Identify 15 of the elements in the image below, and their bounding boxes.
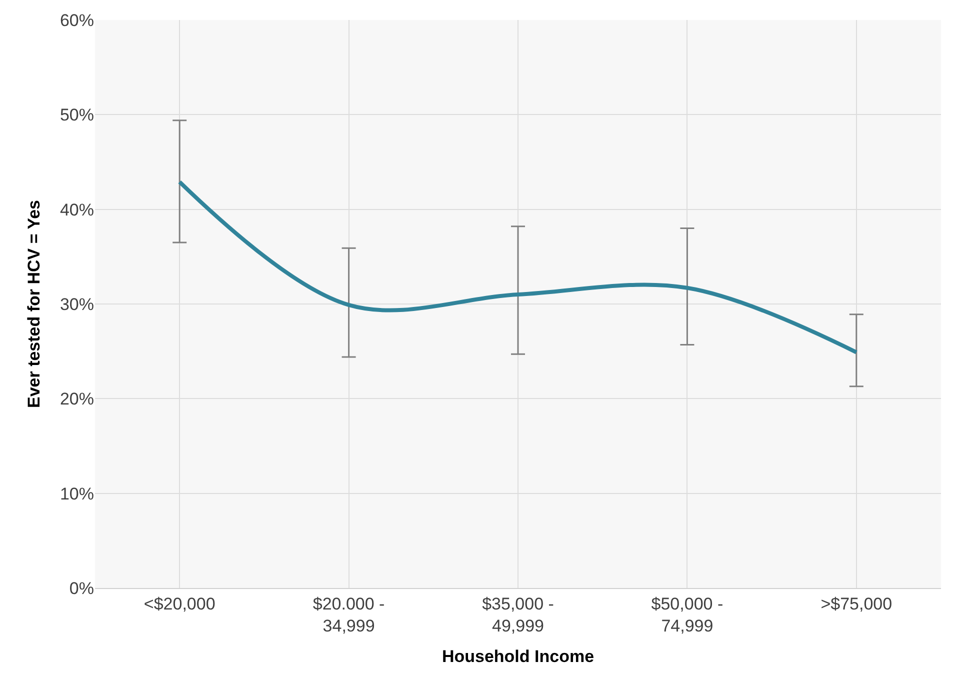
y-tick-label: 40% xyxy=(60,200,94,220)
x-tick-label: <$20,000 xyxy=(144,594,216,614)
y-tick-label: 20% xyxy=(60,390,94,409)
y-tick-label: 30% xyxy=(60,294,94,314)
x-tick-label: $20.000 - 34,999 xyxy=(312,594,385,636)
y-axis-title: Ever tested for HCV = Yes xyxy=(24,200,44,408)
y-tick-label: 10% xyxy=(60,484,94,504)
x-tick-label: $35,000 - 49,999 xyxy=(482,594,554,636)
x-tick-label: $50,000 - 74,999 xyxy=(651,594,724,636)
line-series xyxy=(178,180,858,354)
x-tick-label: >$75,000 xyxy=(820,594,892,614)
y-tick-label: 50% xyxy=(60,106,94,125)
y-tick-label: 0% xyxy=(69,578,94,598)
y-tick-label: 60% xyxy=(60,10,94,30)
x-axis-title: Household Income xyxy=(442,646,594,666)
